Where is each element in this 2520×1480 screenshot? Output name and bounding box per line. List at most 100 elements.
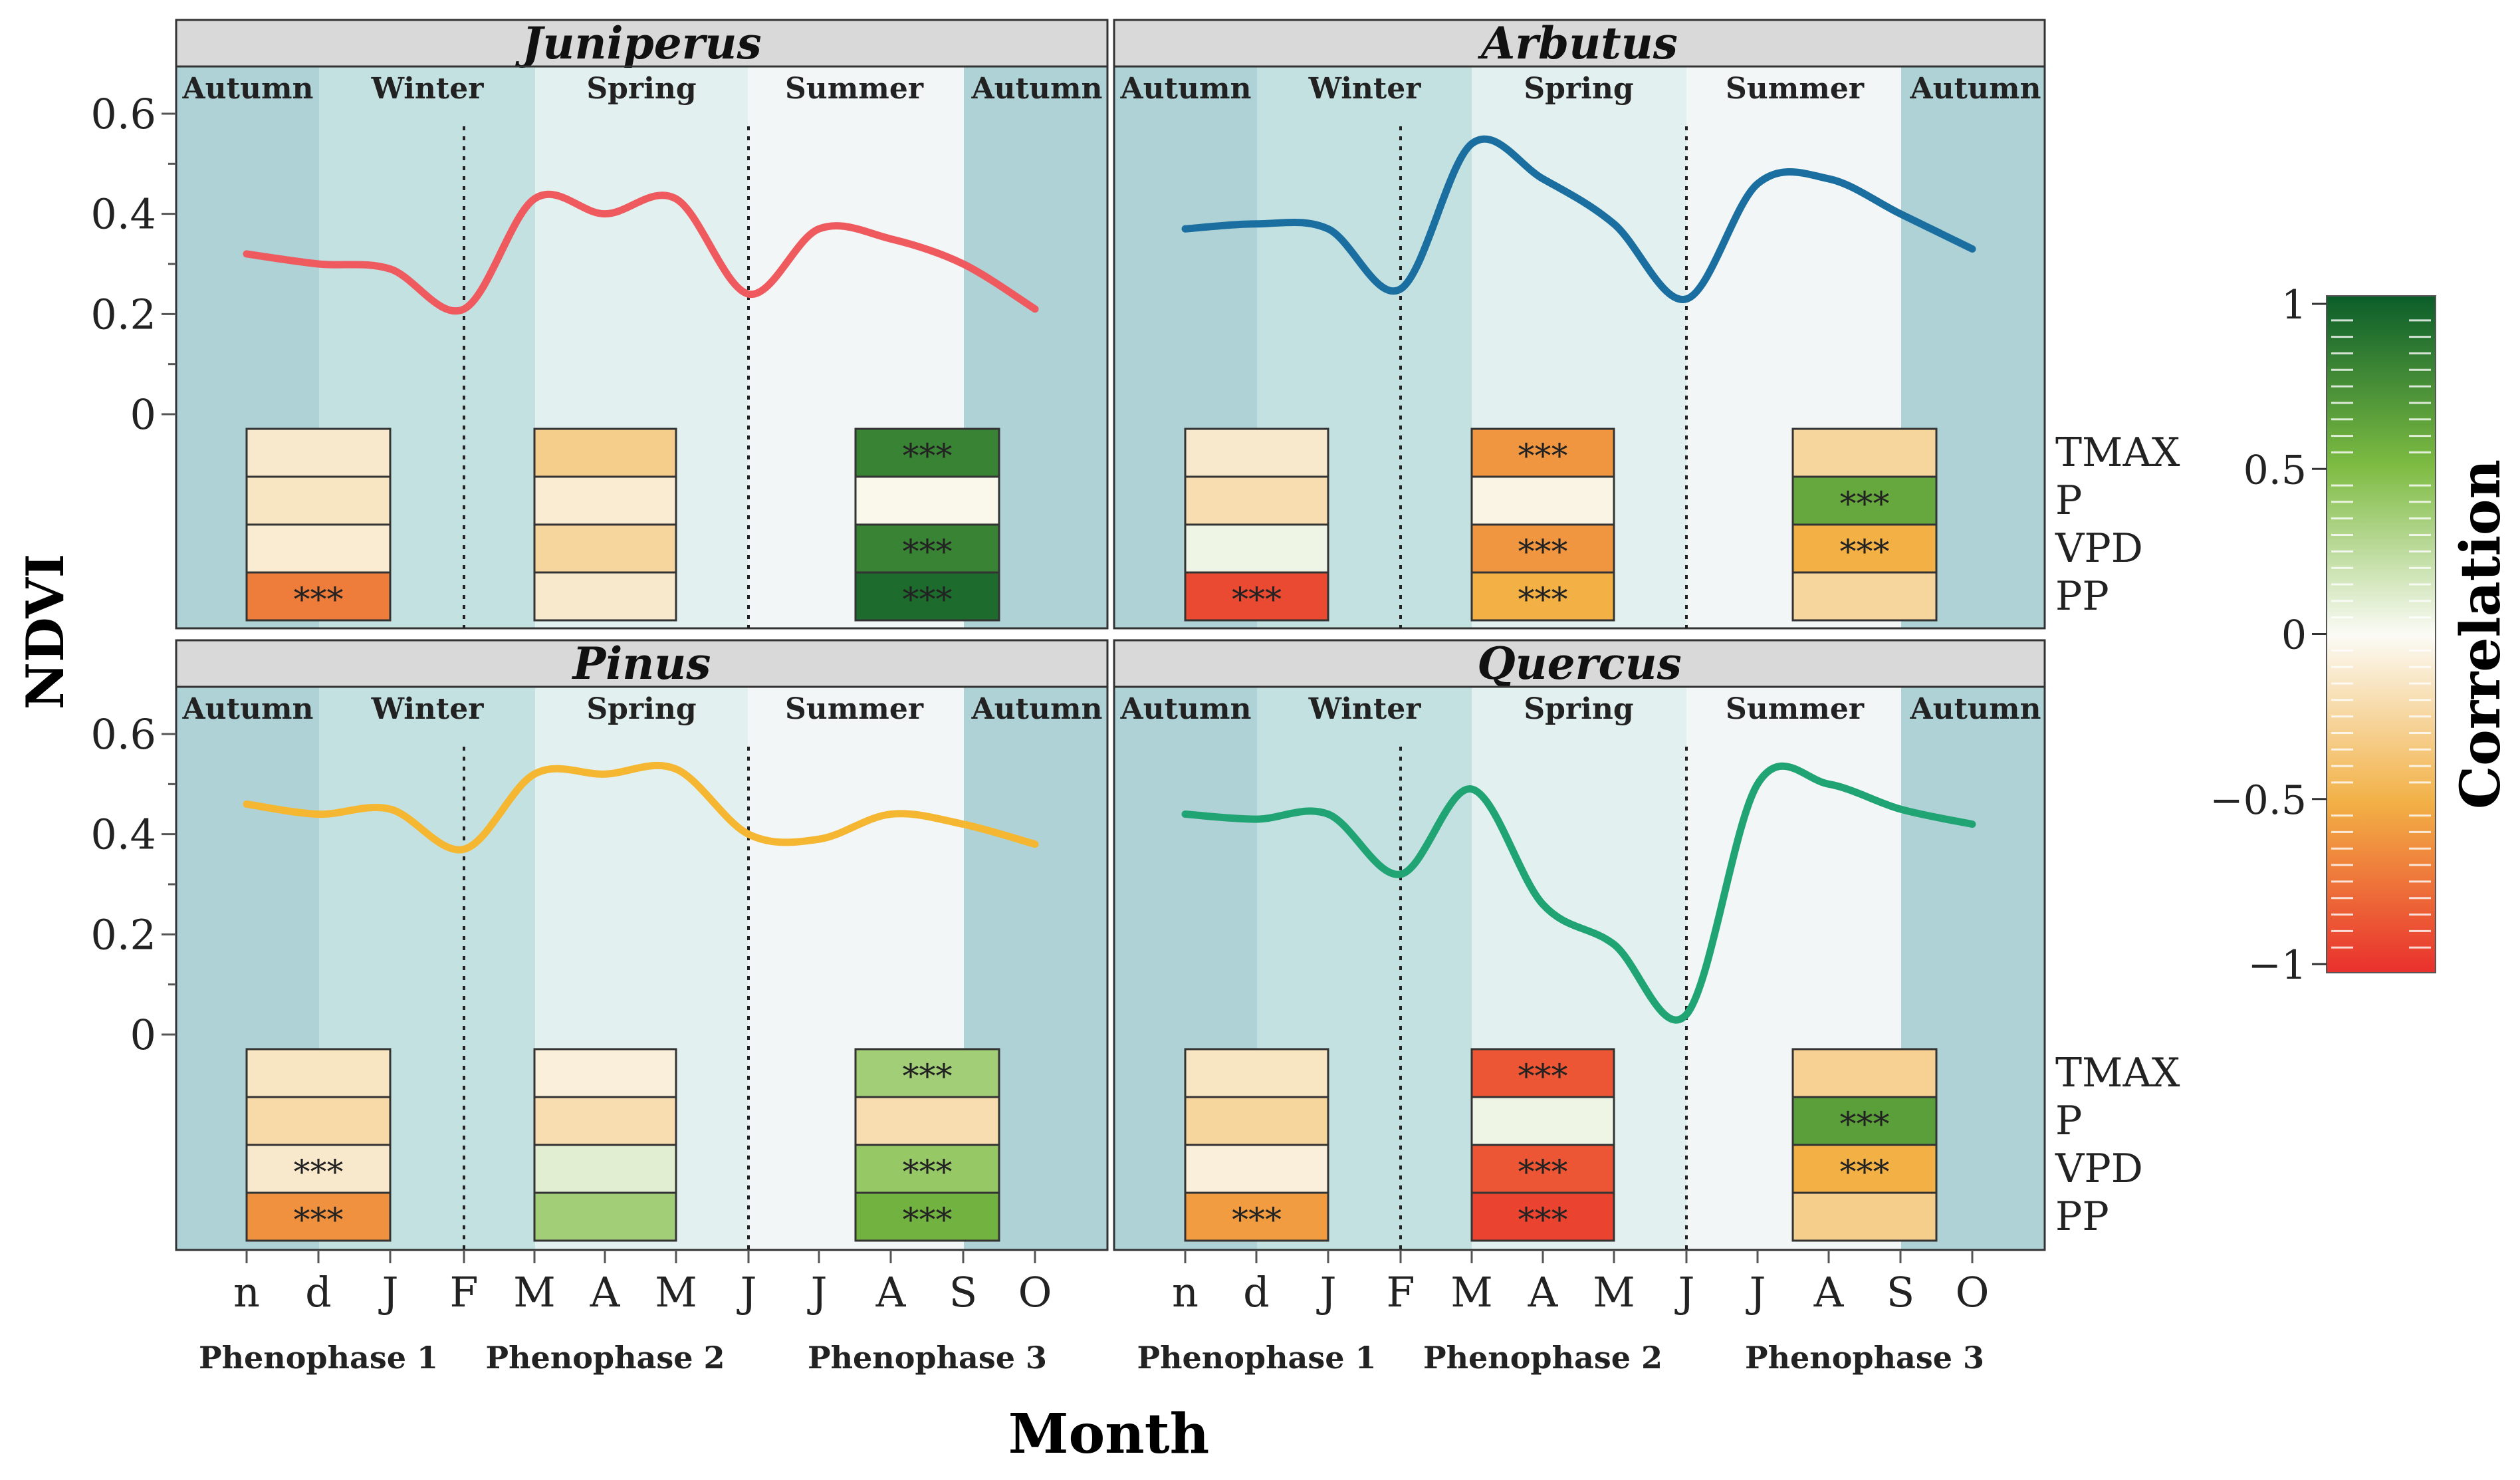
colorbar-gradient [2327, 296, 2436, 973]
variable-label: VPD [2055, 525, 2143, 572]
correlation-cell [534, 1097, 676, 1145]
correlation-block [534, 429, 676, 620]
correlation-block: *** [1185, 429, 1328, 620]
significance-label: *** [1518, 1201, 1568, 1239]
phenophase-label: Phenophase 1 [1137, 1340, 1376, 1376]
x-tick-label: M [1450, 1268, 1492, 1316]
correlation-cell [534, 572, 676, 620]
season-label: Spring [1524, 692, 1633, 726]
phenophase-label: Phenophase 3 [808, 1340, 1047, 1376]
correlation-cell [534, 1193, 676, 1241]
correlation-cell [1472, 477, 1614, 525]
variable-label: VPD [2055, 1146, 2143, 1192]
x-tick-label: M [1593, 1268, 1635, 1316]
significance-label: *** [1518, 533, 1568, 571]
x-tick-label: A [875, 1268, 907, 1316]
x-axis-label: Month [1008, 1402, 1210, 1466]
correlation-cell [1793, 429, 1936, 477]
colorbar-tick-label: 0.5 [2243, 447, 2307, 493]
x-tick-label: n [233, 1268, 260, 1316]
colorbar-tick-label: 1 [2281, 282, 2307, 328]
season-label: Winter [1308, 692, 1422, 726]
panel-title: Quercus [1477, 638, 1682, 689]
correlation-cell [1185, 429, 1328, 477]
panel-title: Pinus [572, 638, 711, 689]
x-tick-label: J [378, 1268, 399, 1316]
correlation-block [534, 1049, 676, 1241]
colorbar-title: Correlation [2449, 459, 2513, 809]
season-label: Autumn [971, 72, 1103, 106]
y-tick-label: 0 [130, 1011, 156, 1059]
x-tick-label: J [1674, 1268, 1695, 1316]
colorbar: 10.50−0.5−1 Correlation [2210, 282, 2513, 989]
significance-label: *** [294, 1153, 344, 1191]
colorbar-tick-label: −1 [2248, 942, 2307, 989]
season-label: Autumn [182, 72, 314, 106]
phenophase-label: Phenophase 2 [485, 1340, 725, 1376]
colorbar-tick-label: −0.5 [2210, 777, 2307, 824]
x-tick-label: F [449, 1268, 478, 1316]
significance-label: *** [1518, 1153, 1568, 1191]
significance-label: *** [1518, 580, 1568, 619]
x-tick-label: M [655, 1268, 697, 1316]
correlation-cell [534, 525, 676, 572]
correlation-cell [247, 477, 390, 525]
x-tick-label: J [807, 1268, 828, 1316]
correlation-block: ********* [856, 429, 999, 620]
correlation-cell [534, 477, 676, 525]
correlation-cell [534, 1049, 676, 1097]
significance-label: *** [1232, 1201, 1282, 1239]
correlation-block: *** [1185, 1049, 1328, 1241]
season-label: Winter [371, 692, 485, 726]
correlation-cell [1793, 572, 1936, 620]
significance-label: *** [294, 580, 344, 619]
panel-title: Arbutus [1477, 17, 1678, 69]
variable-label: PP [2055, 1193, 2109, 1240]
correlation-block: ********* [856, 1049, 999, 1241]
season-label: Autumn [1910, 692, 2041, 726]
season-label: Summer [785, 692, 924, 726]
season-label: Autumn [971, 692, 1103, 726]
correlation-cell [247, 525, 390, 572]
season-label: Autumn [1910, 72, 2041, 106]
correlation-block: *** [247, 429, 390, 620]
panel-quercus: Autumn Winter Spring Summer Autumn Quercus ***… [1114, 638, 2180, 1376]
significance-label: *** [1840, 485, 1890, 523]
significance-label: *** [903, 1057, 953, 1096]
season-label: Summer [785, 72, 924, 106]
significance-label: *** [903, 1201, 953, 1239]
season-label: Summer [1726, 692, 1865, 726]
x-tick-label: J [737, 1268, 757, 1316]
y-tick-label: 0.4 [90, 190, 156, 239]
variable-label: P [2055, 477, 2082, 524]
significance-label: *** [903, 437, 953, 475]
variable-label: TMAX [2055, 1050, 2180, 1096]
y-tick-label: 0 [130, 390, 156, 439]
correlation-cell [1185, 1145, 1328, 1193]
season-label: Autumn [1120, 692, 1252, 726]
correlation-block: *** *** [247, 1049, 390, 1241]
x-tick-label: O [1018, 1268, 1052, 1316]
significance-label: *** [1518, 1057, 1568, 1096]
x-tick-label: S [949, 1268, 977, 1316]
variable-label: P [2055, 1098, 2082, 1144]
y-axis-label: NDVI [15, 554, 76, 710]
correlation-cell [1472, 1097, 1614, 1145]
x-tick-label: J [1746, 1268, 1766, 1316]
correlation-cell [856, 1097, 999, 1145]
season-label: Summer [1726, 72, 1865, 106]
y-tick-label: 0.6 [90, 710, 156, 759]
correlation-cell [247, 1097, 390, 1145]
significance-label: *** [294, 1201, 344, 1239]
season-label: Autumn [182, 692, 314, 726]
variable-label: TMAX [2055, 430, 2180, 476]
correlation-cell [247, 429, 390, 477]
significance-label: *** [1840, 1105, 1890, 1144]
correlation-cell [1185, 477, 1328, 525]
correlation-block: *** *** *** [1472, 1049, 1614, 1241]
